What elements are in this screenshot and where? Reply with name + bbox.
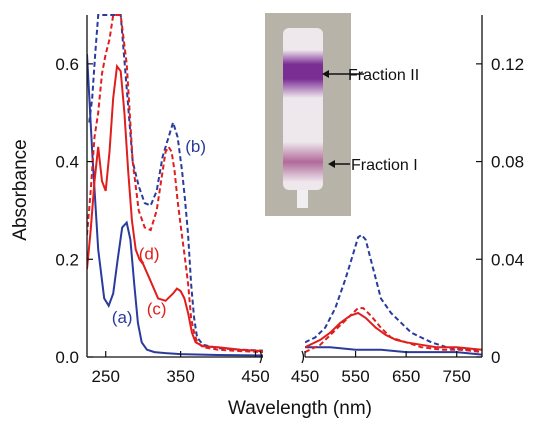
x-tick-label-right: 750: [443, 367, 471, 386]
curve-label-b: (b): [185, 137, 206, 156]
inset-column-tip: [297, 190, 308, 208]
series-b-left-line: [88, 14, 263, 352]
fraction-ii-label: Fraction II: [348, 67, 419, 84]
fraction-i-arrowhead-icon: [328, 160, 335, 168]
y-tick-label-right: 0.12: [491, 55, 524, 74]
inset-band-fraction-i: [283, 142, 323, 182]
x-tick-label-left: 250: [92, 367, 120, 386]
curve-label-d: (d): [139, 244, 160, 263]
series-a-right-line: [305, 346, 482, 356]
right-panel: 450 550 650 750 0 0.04 0.08 0.12: [291, 15, 524, 386]
fraction-i-label: Fraction I: [351, 157, 418, 174]
axis-break-right-icon: [301, 350, 305, 364]
axis-break-left-icon: [259, 350, 263, 364]
inset-band-fraction-ii: [283, 50, 323, 98]
left-panel: 250 350 450 0.0 0.2 0.4 0.6 (a) (b) (c) (d): [55, 14, 270, 386]
x-tick-label-right: 550: [341, 367, 369, 386]
y-tick-label-left: 0.0: [55, 348, 79, 367]
series-a-left-line: [87, 54, 263, 357]
y-tick-label-left: 0.6: [55, 55, 79, 74]
series-c-right-line: [305, 311, 482, 351]
y-tick-label-right: 0.04: [491, 250, 524, 269]
x-tick-label-right: 650: [392, 367, 420, 386]
y-tick-label-left: 0.2: [55, 250, 79, 269]
x-axis-label: Wavelength (nm): [228, 398, 372, 419]
y-tick-label-right: 0: [491, 348, 500, 367]
x-tick-label-left: 450: [241, 367, 269, 386]
fraction-ii-arrowhead-icon: [322, 70, 329, 78]
y-tick-label-right: 0.08: [491, 153, 524, 172]
inset-photo: Fraction II Fraction I: [265, 13, 419, 216]
x-tick-label-left: 350: [166, 367, 194, 386]
series-b-right-line: [305, 233, 482, 351]
y-tick-label-left: 0.4: [55, 153, 79, 172]
x-tick-label-right: 450: [291, 367, 319, 386]
curve-label-c: (c): [147, 299, 167, 318]
series-c-left-line: [87, 63, 263, 353]
series-d-left-line: [87, 14, 263, 354]
series-d-right-line: [305, 307, 482, 354]
y-axis-label: Absorbance: [10, 139, 31, 240]
curve-label-a: (a): [112, 308, 133, 327]
